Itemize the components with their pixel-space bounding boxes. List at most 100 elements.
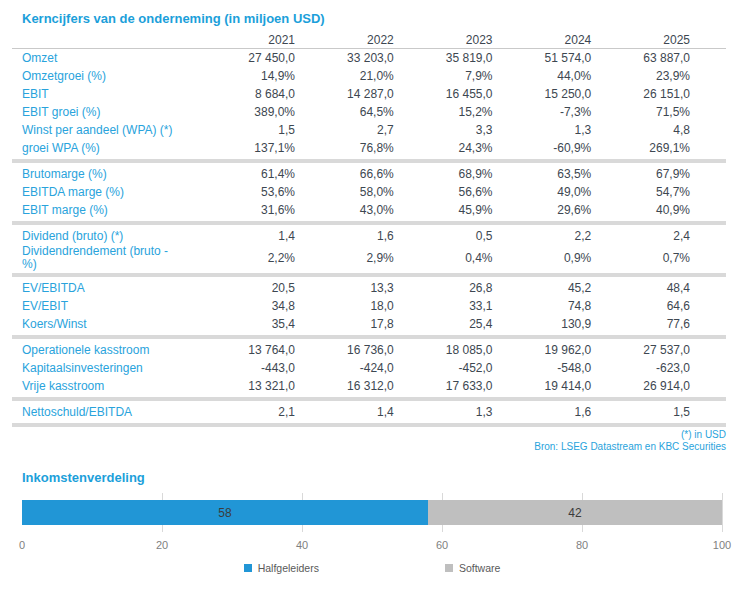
legend-item-halfgeleiders: Halfgeleiders	[244, 562, 319, 574]
row-value: 2,4	[591, 229, 690, 243]
row-value: 63,5%	[493, 167, 592, 181]
stacked-bar: 5842	[22, 500, 722, 525]
group-separator	[12, 423, 726, 427]
row-value: -7,3%	[493, 105, 592, 119]
axis-tick-label: 0	[19, 539, 25, 551]
row-value: 51 574,0	[493, 51, 592, 65]
group-separator	[12, 221, 726, 225]
table-row: Omzet27 450,033 203,035 819,051 574,063 …	[12, 49, 726, 67]
row-value: 48,4	[591, 281, 690, 295]
table-row: EBIT8 684,014 287,016 455,015 250,026 15…	[12, 85, 726, 103]
row-value: 66,6%	[295, 167, 394, 181]
row-value: 137,1%	[196, 141, 295, 155]
row-label: EBIT groei (%)	[12, 106, 196, 119]
row-value: 49,0%	[493, 185, 592, 199]
row-value: 56,6%	[394, 185, 493, 199]
row-value: 1,6	[295, 229, 394, 243]
table-row: EV/EBIT34,818,033,174,864,6	[12, 297, 726, 315]
table-row: EBIT marge (%)31,6%43,0%45,9%29,6%40,9%	[12, 201, 726, 219]
row-value: 63 887,0	[591, 51, 690, 65]
group-separator	[12, 335, 726, 339]
row-value: 71,5%	[591, 105, 690, 119]
table-row: EBITDA marge (%)53,6%58,0%56,6%49,0%54,7…	[12, 183, 726, 201]
row-value: 2,1	[196, 405, 295, 419]
row-label: EBIT marge (%)	[12, 204, 196, 217]
chart-legend: Halfgeleiders Software	[22, 562, 722, 574]
row-value: 2,9%	[295, 251, 394, 265]
axis-tick-label: 40	[296, 539, 308, 551]
row-value: 35,4	[196, 317, 295, 331]
row-value: 23,9%	[591, 69, 690, 83]
row-value: 16 312,0	[295, 379, 394, 393]
year-header: 2022	[295, 33, 394, 47]
row-value: 43,0%	[295, 203, 394, 217]
row-label: Vrije kasstroom	[12, 380, 196, 393]
table-row: Winst per aandeel (WPA) (*)1,52,73,31,34…	[12, 121, 726, 139]
row-label: Operationele kasstroom	[12, 344, 196, 357]
row-value: 44,0%	[493, 69, 592, 83]
row-value: 7,9%	[394, 69, 493, 83]
row-label: Koers/Winst	[12, 318, 196, 331]
row-label: Dividendrendement (bruto - %)	[12, 245, 196, 271]
row-value: -424,0	[295, 361, 394, 375]
row-value: 130,9	[493, 317, 592, 331]
row-value: 18,0	[295, 299, 394, 313]
row-value: 19 962,0	[493, 343, 592, 357]
income-distribution-chart: 5842	[22, 493, 722, 532]
legend-item-software: Software	[445, 562, 500, 574]
row-value: 64,6	[591, 299, 690, 313]
row-value: -443,0	[196, 361, 295, 375]
row-value: 20,5	[196, 281, 295, 295]
key-figures-table: 2021 2022 2023 2024 2025 Omzet27 450,033…	[12, 31, 726, 453]
row-value: 389,0%	[196, 105, 295, 119]
footnote-source: Bron: LSEG Datastream en KBC Securities	[12, 441, 726, 453]
row-value: 58,0%	[295, 185, 394, 199]
table-row: Brutomarge (%)61,4%66,6%68,9%63,5%67,9%	[12, 165, 726, 183]
row-value: -452,0	[394, 361, 493, 375]
year-header: 2021	[196, 33, 295, 47]
row-value: 40,9%	[591, 203, 690, 217]
row-value: 24,3%	[394, 141, 493, 155]
table-row: Kapitaalsinvesteringen-443,0-424,0-452,0…	[12, 359, 726, 377]
table-row: Koers/Winst35,417,825,4130,977,6	[12, 315, 726, 333]
row-value: 76,8%	[295, 141, 394, 155]
row-label: Omzetgroei (%)	[12, 70, 196, 83]
row-value: 26 914,0	[591, 379, 690, 393]
table-row: Dividend (bruto) (*)1,41,60,52,22,4	[12, 227, 726, 245]
row-value: 17,8	[295, 317, 394, 331]
table-row: Nettoschuld/EBITDA2,11,41,31,61,5	[12, 403, 726, 421]
row-label: Brutomarge (%)	[12, 168, 196, 181]
row-value: 14,9%	[196, 69, 295, 83]
row-value: 1,4	[196, 229, 295, 243]
row-value: 1,3	[394, 405, 493, 419]
row-value: 33,1	[394, 299, 493, 313]
row-value: 18 085,0	[394, 343, 493, 357]
row-value: 61,4%	[196, 167, 295, 181]
axis-tick-label: 100	[713, 539, 731, 551]
row-value: 45,9%	[394, 203, 493, 217]
row-value: 15 250,0	[493, 87, 592, 101]
row-value: 26 151,0	[591, 87, 690, 101]
row-value: 1,6	[493, 405, 592, 419]
row-value: 13 764,0	[196, 343, 295, 357]
row-label: Kapitaalsinvesteringen	[12, 362, 196, 375]
row-label: Winst per aandeel (WPA) (*)	[12, 124, 196, 137]
row-value: 2,2	[493, 229, 592, 243]
table-row: Dividendrendement (bruto - %)2,2%2,9%0,4…	[12, 245, 726, 271]
row-value: 3,3	[394, 123, 493, 137]
row-value: 27 537,0	[591, 343, 690, 357]
row-value: 4,8	[591, 123, 690, 137]
footnote-usd: (*) in USD	[12, 429, 726, 441]
row-value: 29,6%	[493, 203, 592, 217]
year-header: 2024	[493, 33, 592, 47]
gridline	[722, 493, 723, 532]
row-value: 1,5	[196, 123, 295, 137]
legend-swatch	[244, 564, 252, 572]
row-value: 0,9%	[493, 251, 592, 265]
row-value: 68,9%	[394, 167, 493, 181]
row-label: EV/EBIT	[12, 300, 196, 313]
table-header-row: 2021 2022 2023 2024 2025	[12, 31, 726, 49]
table-row: Operationele kasstroom13 764,016 736,018…	[12, 341, 726, 359]
row-value: 17 633,0	[394, 379, 493, 393]
row-value: 21,0%	[295, 69, 394, 83]
